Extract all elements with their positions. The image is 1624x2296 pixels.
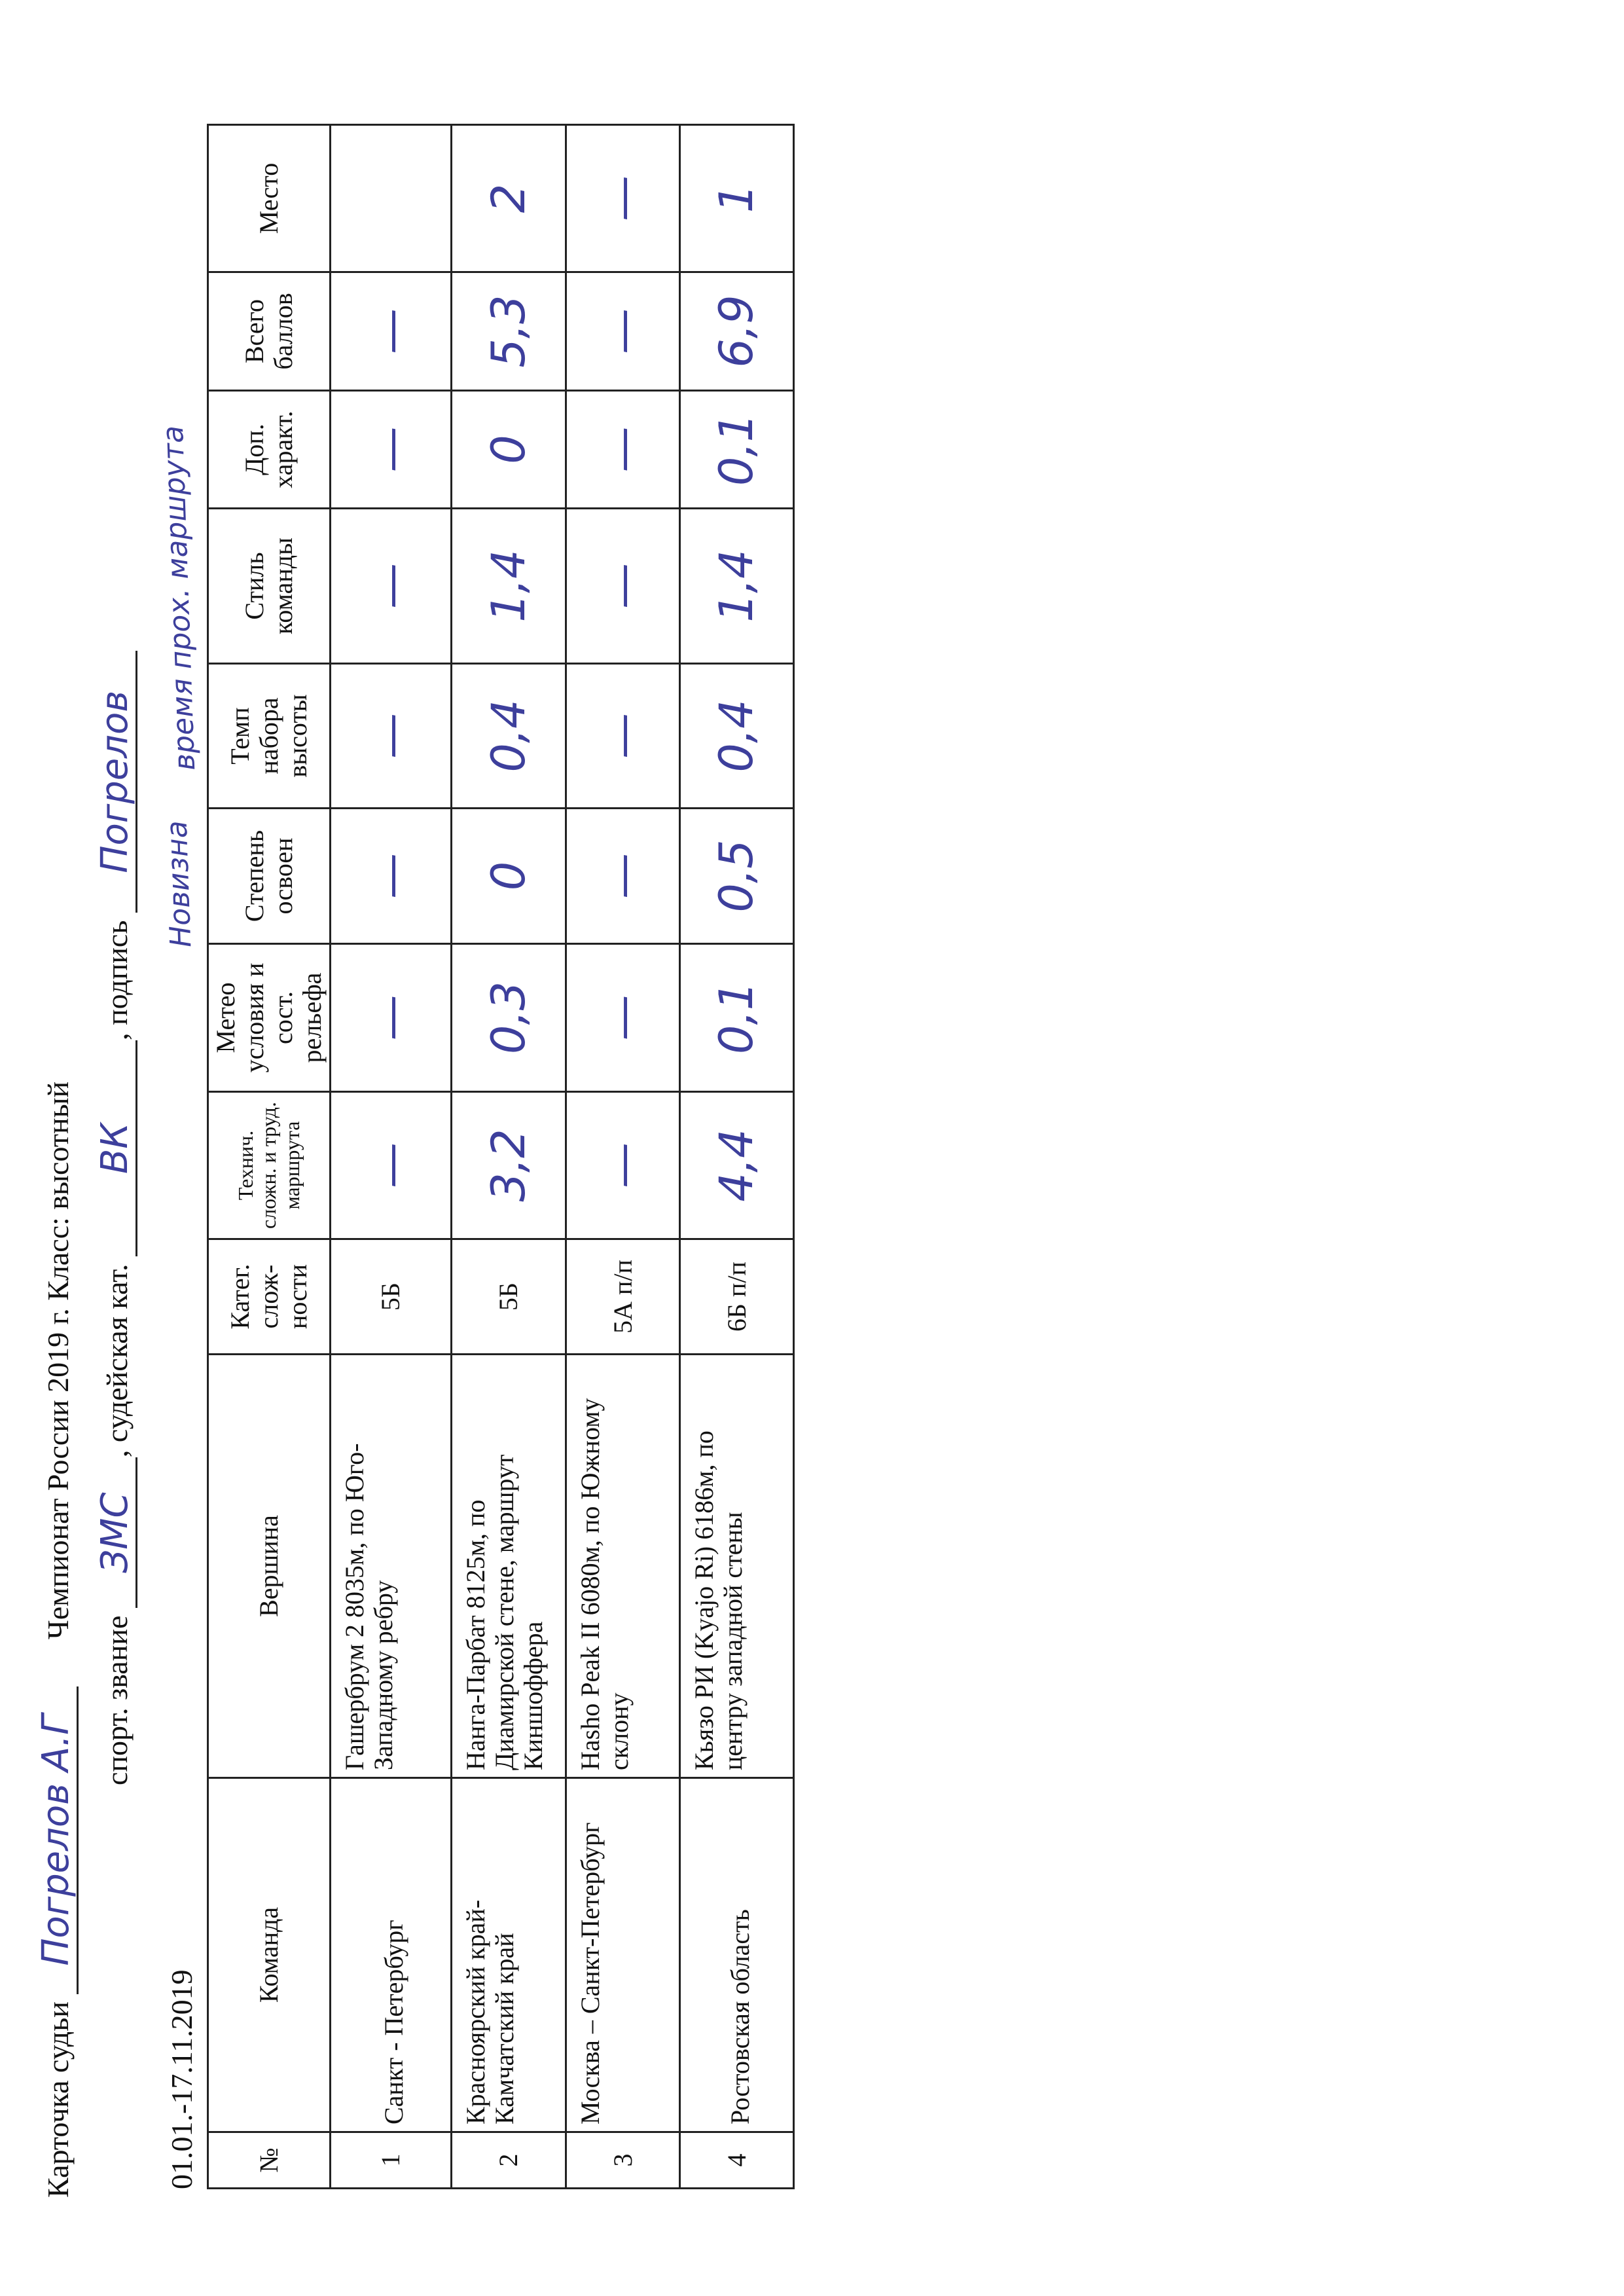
judge-name: Погрелов А.Г [35,1686,79,1994]
cell-mastery: 0 [451,808,566,944]
category-label: , судейская кат. [100,1264,134,1458]
header-line-2: спорт. звание ЗМС, судейская кат. ВК, по… [94,651,137,1785]
cell-meteo: — [566,943,680,1092]
cell-extra: — [330,390,452,509]
table-row: 4 Ростовская область Кьязо РИ (Kyajo Ri)… [679,124,794,2189]
cell-total: 5,3 [451,272,566,391]
cell-style: — [566,508,680,664]
col-technical: Технич. сложн. и труд. маршрута [208,1091,331,1239]
cell-peak: Кьязо РИ (Kyajo Ri) 6186м, по центру зап… [679,1354,794,1778]
cell-technical: — [330,1091,452,1239]
note-route-time: время прох. маршрута [156,425,202,771]
table-row: 2 Красноярский край-Камчатский край Нанг… [451,124,566,2189]
cell-number: 2 [451,2132,566,2189]
cell-team: Санкт - Петербург [330,1777,452,2132]
signature: Погрелов [94,651,137,913]
cell-team: Красноярский край-Камчатский край [451,1777,566,2132]
cell-extra: 0 [451,390,566,509]
cell-pace: 0,4 [679,663,794,809]
header-line-1: Карточка судьи Погрелов А.Г Чемпионат Ро… [35,1081,79,2198]
cell-mastery: 0,5 [679,808,794,944]
rank-value: ЗМС [94,1457,137,1609]
cell-number: 1 [330,2132,452,2189]
cell-peak: Гашербрум 2 8035м, по Юго-Западному ребр… [330,1354,452,1778]
table-row: 1 Санкт - Петербург Гашербрум 2 8035м, п… [330,124,452,2189]
cell-category: 5Б [451,1239,566,1355]
col-peak: Вершина [208,1354,331,1778]
championship-title: Чемпионат России 2019 г. Класс: высотный [41,1081,75,1640]
col-category: Катег. слож-ности [208,1239,331,1355]
cell-pace: 0,4 [451,663,566,809]
table-row: 3 Москва – Санкт-Петербург Hasho Peak II… [566,124,680,2189]
cell-mastery: — [566,808,680,944]
judge-label: Карточка судьи [41,2001,75,2198]
signature-label: , подпись [100,920,134,1041]
cell-style: — [330,508,452,664]
cell-category: 5А п/п [566,1239,680,1355]
col-number: № [208,2132,331,2189]
cell-meteo: 0,1 [679,943,794,1092]
cell-technical: 3,2 [451,1091,566,1239]
col-extra: Доп. характ. [208,390,331,509]
rank-label: спорт. звание [100,1615,134,1785]
cell-meteo: 0,3 [451,943,566,1092]
cell-total: — [566,272,680,391]
cell-extra: — [566,390,680,509]
cell-technical: 4,4 [679,1091,794,1239]
col-place: Место [208,124,331,272]
cell-technical: — [566,1091,680,1239]
cell-peak: Нанга-Парбат 8125м, по Диамирской стене,… [451,1354,566,1778]
col-total: Всего баллов [208,272,331,391]
cell-extra: 0,1 [679,390,794,509]
cell-place: — [566,124,680,272]
category-value: ВК [94,1040,137,1257]
cell-pace: — [566,663,680,809]
cell-style: 1,4 [451,508,566,664]
cell-place [330,124,452,272]
dates: 01.01.-17.11.2019 [165,1969,198,2189]
cell-mastery: — [330,808,452,944]
cell-place: 1 [679,124,794,272]
cell-team: Москва – Санкт-Петербург [566,1777,680,2132]
cell-number: 3 [566,2132,680,2189]
col-style: Стиль команды [208,508,331,664]
cell-meteo: — [330,943,452,1092]
cell-total: 6,9 [679,272,794,391]
cell-total: — [330,272,452,391]
results-table: № Команда Вершина Катег. слож-ности Техн… [207,124,795,2189]
cell-peak: Hasho Peak II 6080м, по Южному склону [566,1354,680,1778]
cell-style: 1,4 [679,508,794,664]
col-meteo: Метео условия и сост. рельефа [208,943,331,1092]
note-novelty: Новизна [160,820,198,948]
cell-pace: — [330,663,452,809]
col-pace: Темп набора высоты [208,663,331,809]
cell-place: 2 [451,124,566,272]
cell-category: 5Б [330,1239,452,1355]
col-mastery: Степень освоен [208,808,331,944]
cell-category: 6Б п/п [679,1239,794,1355]
cell-number: 4 [679,2132,794,2189]
cell-team: Ростовская область [679,1777,794,2132]
col-team: Команда [208,1777,331,2132]
table-header: № Команда Вершина Катег. слож-ности Техн… [208,124,331,2189]
